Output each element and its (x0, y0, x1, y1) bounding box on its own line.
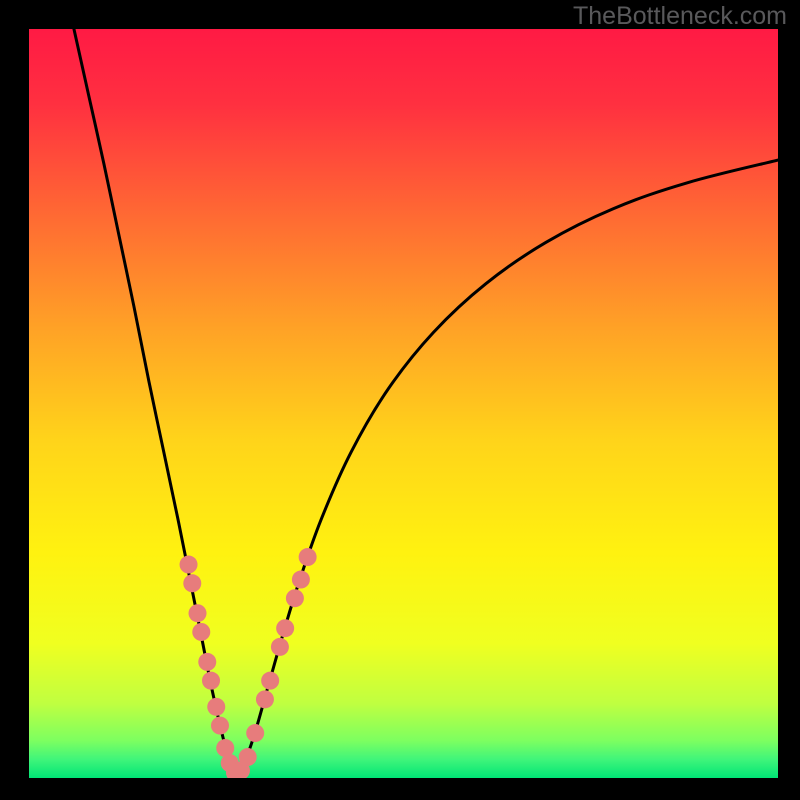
data-point (202, 672, 220, 690)
data-point (292, 571, 310, 589)
data-point (261, 672, 279, 690)
data-point (211, 717, 229, 735)
chart-container: TheBottleneck.com (0, 0, 800, 800)
data-point (207, 698, 225, 716)
data-point (286, 589, 304, 607)
gradient-background (29, 29, 778, 778)
data-point (192, 623, 210, 641)
data-point (198, 653, 216, 671)
data-point (276, 619, 294, 637)
data-point (299, 548, 317, 566)
data-point (189, 604, 207, 622)
data-point (271, 638, 289, 656)
watermark-text: TheBottleneck.com (573, 2, 787, 31)
plot-area (29, 29, 778, 778)
data-point (180, 556, 198, 574)
data-point (246, 724, 264, 742)
data-point (183, 574, 201, 592)
data-point (256, 690, 274, 708)
data-point (239, 748, 257, 766)
chart-svg (29, 29, 778, 778)
